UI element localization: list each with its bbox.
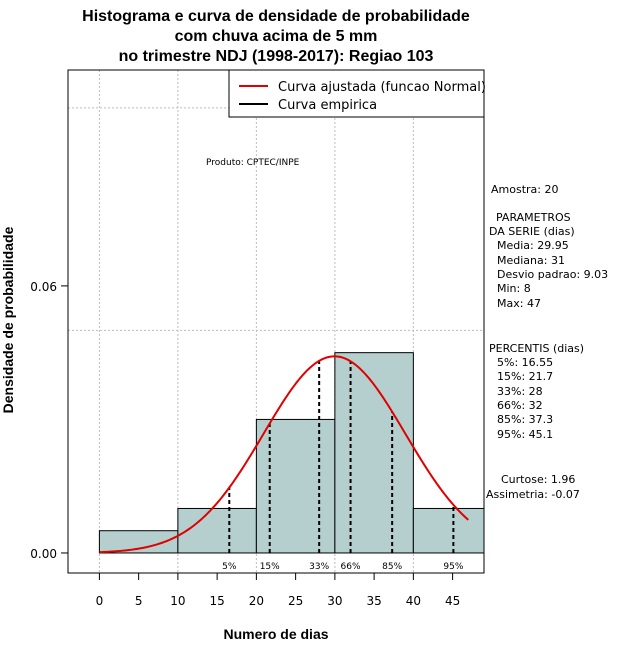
stat-curtose: Curtose: 1.96 [501, 473, 575, 486]
stat-p15: 15%: 21.7 [497, 370, 553, 383]
x-tick-label: 25 [288, 594, 303, 608]
stat-desvio: Desvio padrao: 9.03 [497, 268, 608, 281]
x-tick-label: 45 [445, 594, 460, 608]
x-tick-label: 40 [406, 594, 421, 608]
chart-title-line-3: no trimestre NDJ (1998-2017): Regiao 103 [119, 48, 434, 65]
stat-p33: 33%: 28 [497, 385, 543, 398]
legend-box [228, 69, 485, 118]
percentile-label: 66% [341, 562, 361, 572]
x-axis-title: Numero de dias [223, 626, 328, 642]
percentile-label: 5% [222, 562, 237, 572]
stat-mediana: Mediana: 31 [497, 254, 565, 267]
y-axis-title: Densidade de probabilidade [0, 226, 16, 413]
histogram-bar [334, 352, 414, 554]
stat-p95: 95%: 45.1 [497, 428, 553, 441]
histogram-bar [412, 507, 485, 554]
stat-p5: 5%: 16.55 [497, 356, 553, 369]
normal-fit-curve [99, 355, 469, 554]
stat-max: Max: 47 [497, 297, 541, 310]
stat-assimetria: Assimetria: -0.07 [486, 488, 580, 501]
x-axis: 0 5 10 15 20 25 30 35 40 45 [96, 572, 460, 608]
stat-parametros-title-2: DA SERIE (dias) [489, 225, 575, 238]
stat-media: Media: 29.95 [497, 239, 569, 252]
x-tick-label: 35 [366, 594, 381, 608]
x-tick-label: 20 [249, 594, 264, 608]
stats-panel: Amostra: 20 PARAMETROS DA SERIE (dias) M… [486, 183, 608, 501]
percentile-lines [228, 360, 455, 553]
stat-p85: 85%: 37.3 [497, 413, 553, 426]
histogram-bar [255, 418, 336, 554]
legend: Curva ajustada (funcao Normal) Curva emp… [228, 69, 486, 118]
x-tick-label: 30 [327, 594, 342, 608]
x-tick-label: 0 [96, 594, 104, 608]
stat-parametros-title-1: PARAMETROS [496, 211, 571, 224]
y-axis: 0.00 0.06 [30, 280, 68, 561]
chart-title-line-2: com chuva acima de 5 mm [175, 28, 378, 45]
percentile-label: 15% [260, 562, 280, 572]
x-tick-label: 10 [170, 594, 185, 608]
stat-p66: 66%: 32 [497, 399, 543, 412]
histogram-bars [98, 352, 485, 554]
percentile-label: 33% [309, 562, 329, 572]
x-tick-label: 15 [209, 594, 224, 608]
histogram-bar [177, 507, 257, 554]
stat-percentis-title: PERCENTIS (dias) [489, 342, 584, 355]
percentile-labels: 5% 15% 33% 66% 85% 95% [222, 562, 464, 572]
stat-amostra: Amostra: 20 [491, 183, 558, 196]
y-tick-label: 0.06 [30, 280, 57, 294]
percentile-label: 85% [382, 562, 402, 572]
product-label: Produto: CPTEC/INPE [206, 158, 300, 168]
y-tick-label: 0.00 [30, 547, 57, 561]
percentile-label: 95% [443, 562, 463, 572]
x-tick-label: 5 [135, 594, 143, 608]
legend-label-empirical: Curva empirica [278, 98, 377, 113]
chart-title-line-1: Histograma e curva de densidade de proba… [82, 8, 470, 25]
legend-label-normal: Curva ajustada (funcao Normal) [278, 80, 486, 95]
stat-min: Min: 8 [497, 282, 531, 295]
